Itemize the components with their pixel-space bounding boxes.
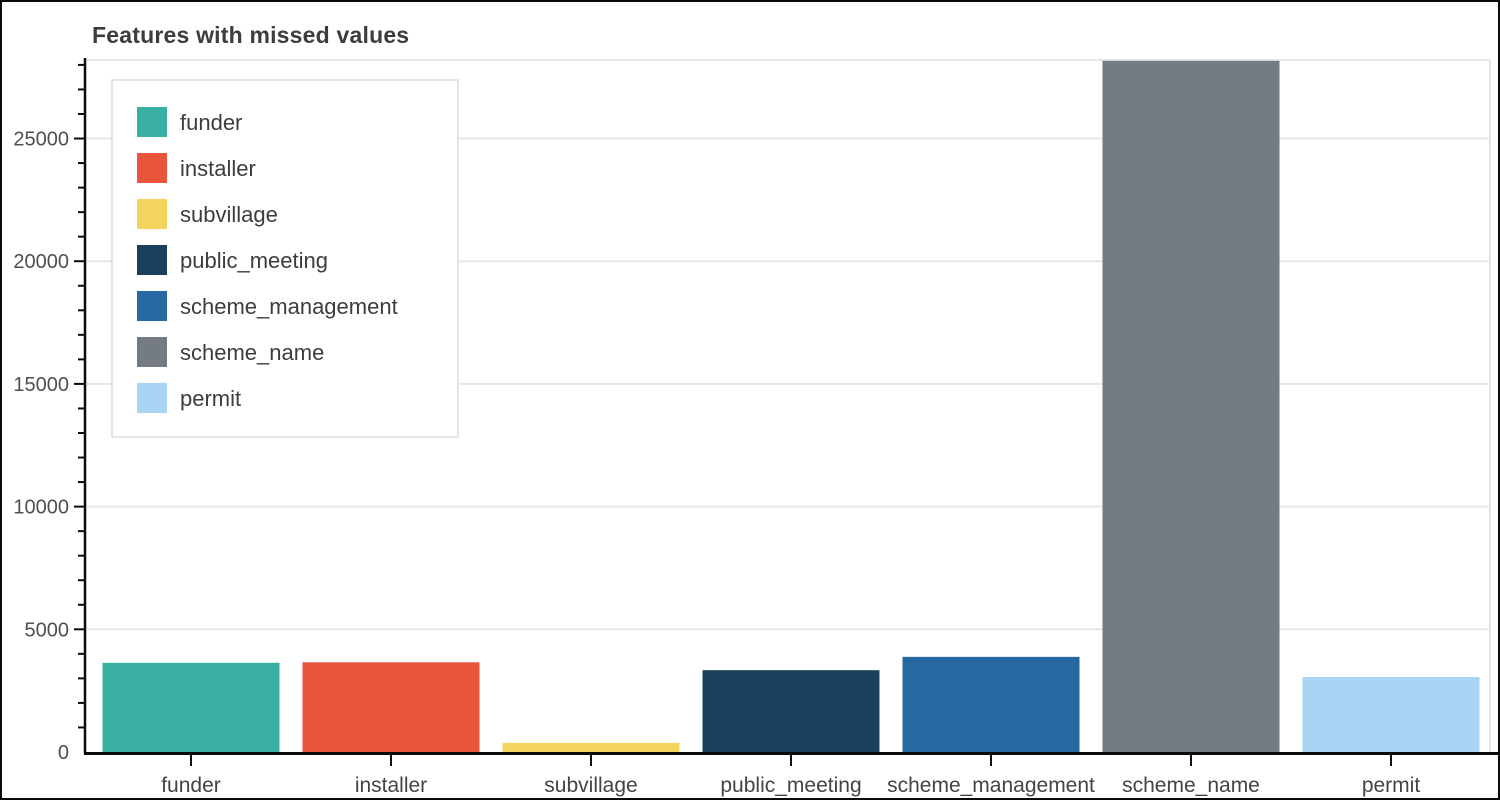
- x-label-subvillage: subvillage: [544, 774, 637, 797]
- y-label-0: 0: [58, 742, 69, 764]
- legend-swatch-public_meeting: [137, 245, 167, 275]
- x-label-public_meeting: public_meeting: [720, 774, 861, 797]
- legend-swatch-funder: [137, 107, 167, 137]
- y-label-15000: 15000: [13, 374, 69, 396]
- chart-title: Features with missed values: [92, 22, 410, 48]
- y-label-25000: 25000: [13, 129, 69, 151]
- y-label-10000: 10000: [13, 497, 69, 519]
- legend-label-scheme_management: scheme_management: [180, 294, 398, 319]
- legend-label-public_meeting: public_meeting: [180, 248, 328, 273]
- x-label-scheme_management: scheme_management: [887, 774, 1095, 797]
- legend-label-scheme_name: scheme_name: [180, 340, 324, 365]
- bar-subvillage: [502, 742, 680, 752]
- bar-scheme_management: [902, 656, 1080, 752]
- legend-label-permit: permit: [180, 386, 241, 411]
- legend-label-funder: funder: [180, 110, 242, 135]
- x-label-installer: installer: [355, 774, 427, 797]
- bar-funder: [102, 662, 280, 752]
- bar-permit: [1302, 677, 1480, 752]
- x-label-scheme_name: scheme_name: [1122, 774, 1260, 797]
- bar-installer: [302, 662, 480, 752]
- x-label-permit: permit: [1362, 774, 1421, 797]
- legend-swatch-scheme_name: [137, 337, 167, 367]
- legend-swatch-permit: [137, 383, 167, 413]
- bar-scheme_name: [1102, 60, 1280, 752]
- legend-swatch-scheme_management: [137, 291, 167, 321]
- legend-box: [111, 79, 459, 438]
- y-label-5000: 5000: [25, 619, 70, 641]
- legend-label-installer: installer: [180, 156, 256, 181]
- y-label-20000: 20000: [13, 251, 69, 273]
- legend-swatch-installer: [137, 153, 167, 183]
- bar-public_meeting: [702, 670, 880, 752]
- legend-swatch-subvillage: [137, 199, 167, 229]
- legend-label-subvillage: subvillage: [180, 202, 278, 227]
- x-label-funder: funder: [161, 774, 221, 797]
